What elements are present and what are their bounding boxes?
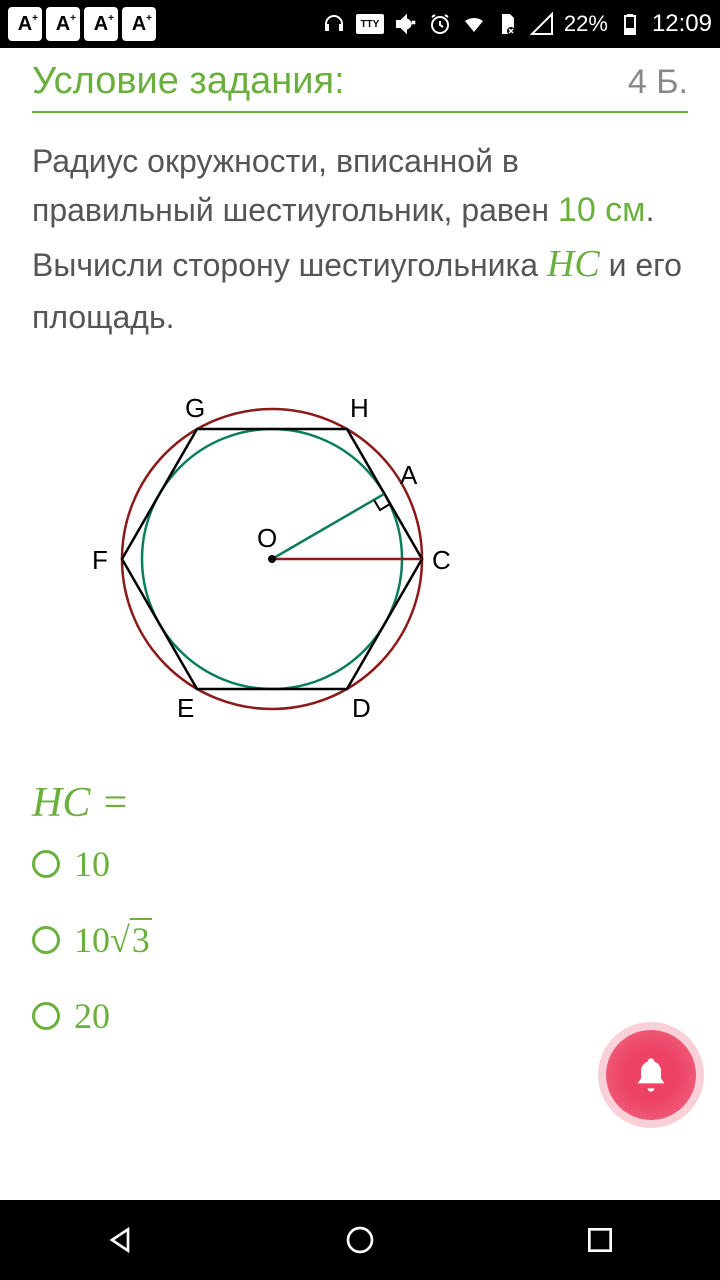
label-o: O xyxy=(257,523,277,553)
label-h: H xyxy=(350,393,369,423)
alarm-icon xyxy=(428,12,452,36)
option-1[interactable]: 10 xyxy=(32,843,688,885)
bell-icon xyxy=(631,1055,671,1095)
side-variable: HC xyxy=(547,243,600,285)
headphones-icon xyxy=(322,12,346,36)
task-points: 4 Б. xyxy=(628,63,688,102)
task-header: Условие задания: 4 Б. xyxy=(32,60,688,113)
label-a: A xyxy=(400,460,418,490)
status-bar: A A A A TTY 22% 12:09 xyxy=(0,0,720,48)
label-d: D xyxy=(352,693,371,723)
label-g: G xyxy=(185,393,205,423)
wifi-icon xyxy=(462,12,486,36)
app-icon-1[interactable]: A xyxy=(8,7,42,41)
mute-icon xyxy=(394,12,418,36)
battery-icon xyxy=(618,12,642,36)
sqrt-content: 3 xyxy=(130,918,152,960)
navigation-bar xyxy=(0,1200,720,1280)
center-point xyxy=(268,555,276,563)
radius-unit: см xyxy=(596,191,646,229)
recent-icon[interactable] xyxy=(584,1224,616,1256)
signal-icon xyxy=(530,12,554,36)
problem-text-1: Радиус окружности, вписанной в правильны… xyxy=(32,143,558,228)
radio-2[interactable] xyxy=(32,926,60,954)
tty-icon: TTY xyxy=(356,14,384,34)
radio-1[interactable] xyxy=(32,850,60,878)
battery-percent: 22% xyxy=(564,11,608,37)
label-e: E xyxy=(177,693,194,723)
app-icon-4[interactable]: A xyxy=(122,7,156,41)
home-icon[interactable] xyxy=(344,1224,376,1256)
radio-3[interactable] xyxy=(32,1002,60,1030)
data-icon xyxy=(496,12,520,36)
clock-time: 12:09 xyxy=(652,10,712,38)
status-right: TTY 22% 12:09 xyxy=(322,10,712,38)
content-area: Условие задания: 4 Б. Радиус окружности,… xyxy=(0,48,720,1083)
option-3[interactable]: 20 xyxy=(32,995,688,1037)
app-icon-3[interactable]: A xyxy=(84,7,118,41)
hc-equals-label: HC = xyxy=(32,779,688,827)
option-3-text: 20 xyxy=(74,995,110,1037)
hexagon-diagram: G H A C D E F O xyxy=(82,369,462,749)
radius-oa xyxy=(272,494,384,559)
label-c: C xyxy=(432,545,451,575)
task-label: Условие задания: xyxy=(32,60,345,103)
status-left: A A A A xyxy=(8,7,156,41)
problem-statement: Радиус окружности, вписанной в правильны… xyxy=(32,137,688,341)
option-2[interactable]: 10√3 xyxy=(32,919,688,961)
option-2-text: 10√3 xyxy=(74,919,152,961)
radius-value: 10 xyxy=(558,191,596,229)
option-2-base: 10 xyxy=(74,920,110,960)
label-f: F xyxy=(92,545,108,575)
option-1-text: 10 xyxy=(74,843,110,885)
app-icon-2[interactable]: A xyxy=(46,7,80,41)
back-icon[interactable] xyxy=(104,1224,136,1256)
sqrt-symbol: √3 xyxy=(110,919,152,961)
notification-fab[interactable] xyxy=(606,1030,696,1120)
